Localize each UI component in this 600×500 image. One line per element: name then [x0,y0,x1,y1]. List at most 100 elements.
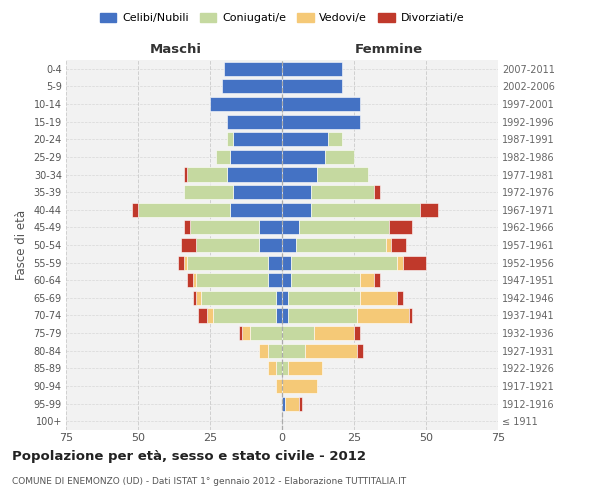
Bar [314,326,354,340]
Bar [138,202,230,217]
Bar [132,202,138,217]
Bar [268,256,282,270]
Bar [360,291,397,305]
Y-axis label: Fasce di età: Fasce di età [15,210,28,280]
Bar [282,344,305,358]
Bar [374,273,380,287]
Bar [193,291,196,305]
Bar [299,220,389,234]
Bar [282,291,288,305]
Bar [227,114,282,128]
Bar [282,132,328,146]
Bar [305,344,357,358]
Bar [210,97,282,111]
Bar [397,256,403,270]
Bar [296,238,386,252]
Bar [288,308,357,322]
Bar [357,308,409,322]
Bar [311,202,420,217]
Bar [357,344,362,358]
Bar [259,238,282,252]
Bar [299,396,302,410]
Text: Popolazione per età, sesso e stato civile - 2012: Popolazione per età, sesso e stato civil… [12,450,366,463]
Bar [282,238,296,252]
Bar [403,256,426,270]
Bar [268,362,276,376]
Text: Maschi: Maschi [149,44,202,57]
Bar [196,291,202,305]
Bar [282,326,314,340]
Bar [213,308,276,322]
Bar [184,220,190,234]
Bar [282,202,311,217]
Bar [196,238,259,252]
Bar [282,114,360,128]
Bar [187,168,227,181]
Bar [268,273,282,287]
Bar [282,362,288,376]
Bar [354,326,360,340]
Bar [325,150,354,164]
Bar [276,308,282,322]
Bar [190,220,259,234]
Bar [374,185,380,199]
Bar [311,185,374,199]
Bar [282,379,317,393]
Bar [397,291,403,305]
Text: Femmine: Femmine [355,44,422,57]
Bar [216,150,230,164]
Bar [389,220,412,234]
Bar [285,396,299,410]
Bar [282,168,317,181]
Bar [224,62,282,76]
Bar [268,344,282,358]
Bar [276,291,282,305]
Bar [227,168,282,181]
Bar [282,396,285,410]
Bar [221,80,282,94]
Bar [184,256,187,270]
Bar [184,168,187,181]
Bar [259,344,268,358]
Text: COMUNE DI ENEMONZO (UD) - Dati ISTAT 1° gennaio 2012 - Elaborazione TUTTITALIA.I: COMUNE DI ENEMONZO (UD) - Dati ISTAT 1° … [12,478,406,486]
Bar [193,273,196,287]
Bar [187,273,193,287]
Bar [276,362,282,376]
Bar [391,238,406,252]
Bar [290,273,360,287]
Bar [360,273,374,287]
Bar [282,220,299,234]
Bar [199,308,207,322]
Legend: Celibi/Nubili, Coniugati/e, Vedovi/e, Divorziati/e: Celibi/Nubili, Coniugati/e, Vedovi/e, Di… [95,8,469,28]
Bar [196,273,268,287]
Bar [187,256,268,270]
Bar [282,308,288,322]
Bar [250,326,282,340]
Bar [420,202,437,217]
Bar [207,308,213,322]
Bar [202,291,276,305]
Bar [181,238,196,252]
Bar [230,150,282,164]
Bar [239,326,242,340]
Bar [282,256,290,270]
Bar [282,62,343,76]
Bar [242,326,250,340]
Bar [317,168,368,181]
Bar [288,291,360,305]
Bar [230,202,282,217]
Bar [184,185,233,199]
Bar [288,362,322,376]
Bar [409,308,412,322]
Bar [282,97,360,111]
Bar [282,150,325,164]
Bar [233,132,282,146]
Bar [233,185,282,199]
Bar [282,185,311,199]
Bar [386,238,391,252]
Bar [259,220,282,234]
Bar [328,132,343,146]
Bar [290,256,397,270]
Bar [282,80,343,94]
Bar [227,132,233,146]
